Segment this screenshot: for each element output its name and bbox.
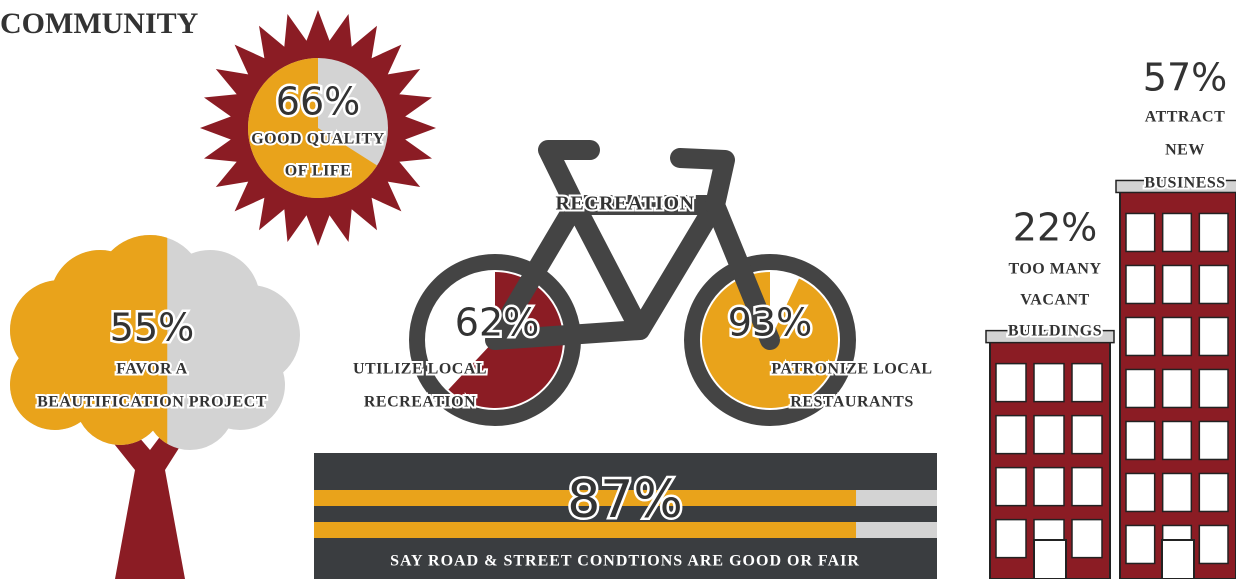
business-label: 57% [1143, 56, 1227, 100]
business-caption: BUSINESS [1144, 175, 1225, 192]
window [1199, 265, 1228, 303]
restaurants-caption: PATRONIZE LOCAL [771, 361, 932, 378]
recreation-caption: UTILIZE LOCAL [353, 361, 487, 378]
window [1072, 520, 1102, 558]
window [996, 520, 1026, 558]
window [1199, 317, 1228, 355]
window [1163, 421, 1192, 459]
window [1199, 421, 1228, 459]
restaurants-label: 93% [728, 301, 812, 345]
window [1163, 317, 1192, 355]
roads-label: 87% [567, 470, 683, 530]
window [1034, 468, 1064, 506]
window [1163, 265, 1192, 303]
quality-label: 66% [276, 80, 360, 124]
window [1034, 416, 1064, 454]
vacant-caption: TOO MANY [1008, 261, 1101, 278]
window [1126, 265, 1155, 303]
vacant-caption: VACANT [1020, 292, 1089, 309]
window [1072, 468, 1102, 506]
window [1199, 473, 1228, 511]
tree-caption: BEAUTIFICATION PROJECT [37, 394, 267, 411]
window [996, 364, 1026, 402]
recreation-title: RECREATION [555, 193, 694, 215]
window [1126, 317, 1155, 355]
vacant-label: 22% [1013, 206, 1097, 250]
title: COMMUNITY [0, 7, 199, 40]
tree-caption: FAVOR A [116, 361, 187, 378]
window [1126, 525, 1155, 563]
window [1199, 525, 1228, 563]
window [996, 416, 1026, 454]
restaurants-caption: RESTAURANTS [790, 394, 913, 411]
quality-caption: GOOD QUALITY [251, 131, 385, 148]
window [1072, 416, 1102, 454]
window [1126, 213, 1155, 251]
window [1034, 364, 1064, 402]
door [1162, 540, 1194, 579]
tree-label: 55% [110, 306, 194, 350]
recreation-label: 62% [455, 301, 539, 345]
infographic: COMMUNITY 66% GOOD QUALITY OF LIFE 55% F… [0, 0, 1236, 579]
window [1199, 213, 1228, 251]
business-caption: ATTRACT [1145, 109, 1226, 126]
roads-caption: SAY ROAD & STREET CONDTIONS ARE GOOD OR … [390, 553, 860, 570]
window [1072, 364, 1102, 402]
window [1126, 421, 1155, 459]
window [1163, 473, 1192, 511]
window [1163, 369, 1192, 407]
window [1126, 473, 1155, 511]
quality-caption: OF LIFE [285, 163, 351, 180]
door [1034, 540, 1066, 579]
window [1126, 369, 1155, 407]
business-caption: NEW [1165, 142, 1205, 159]
recreation-caption: RECREATION [364, 394, 476, 411]
vacant-caption: BUILDINGS [1008, 323, 1102, 340]
window [1199, 369, 1228, 407]
window [996, 468, 1026, 506]
window [1163, 213, 1192, 251]
